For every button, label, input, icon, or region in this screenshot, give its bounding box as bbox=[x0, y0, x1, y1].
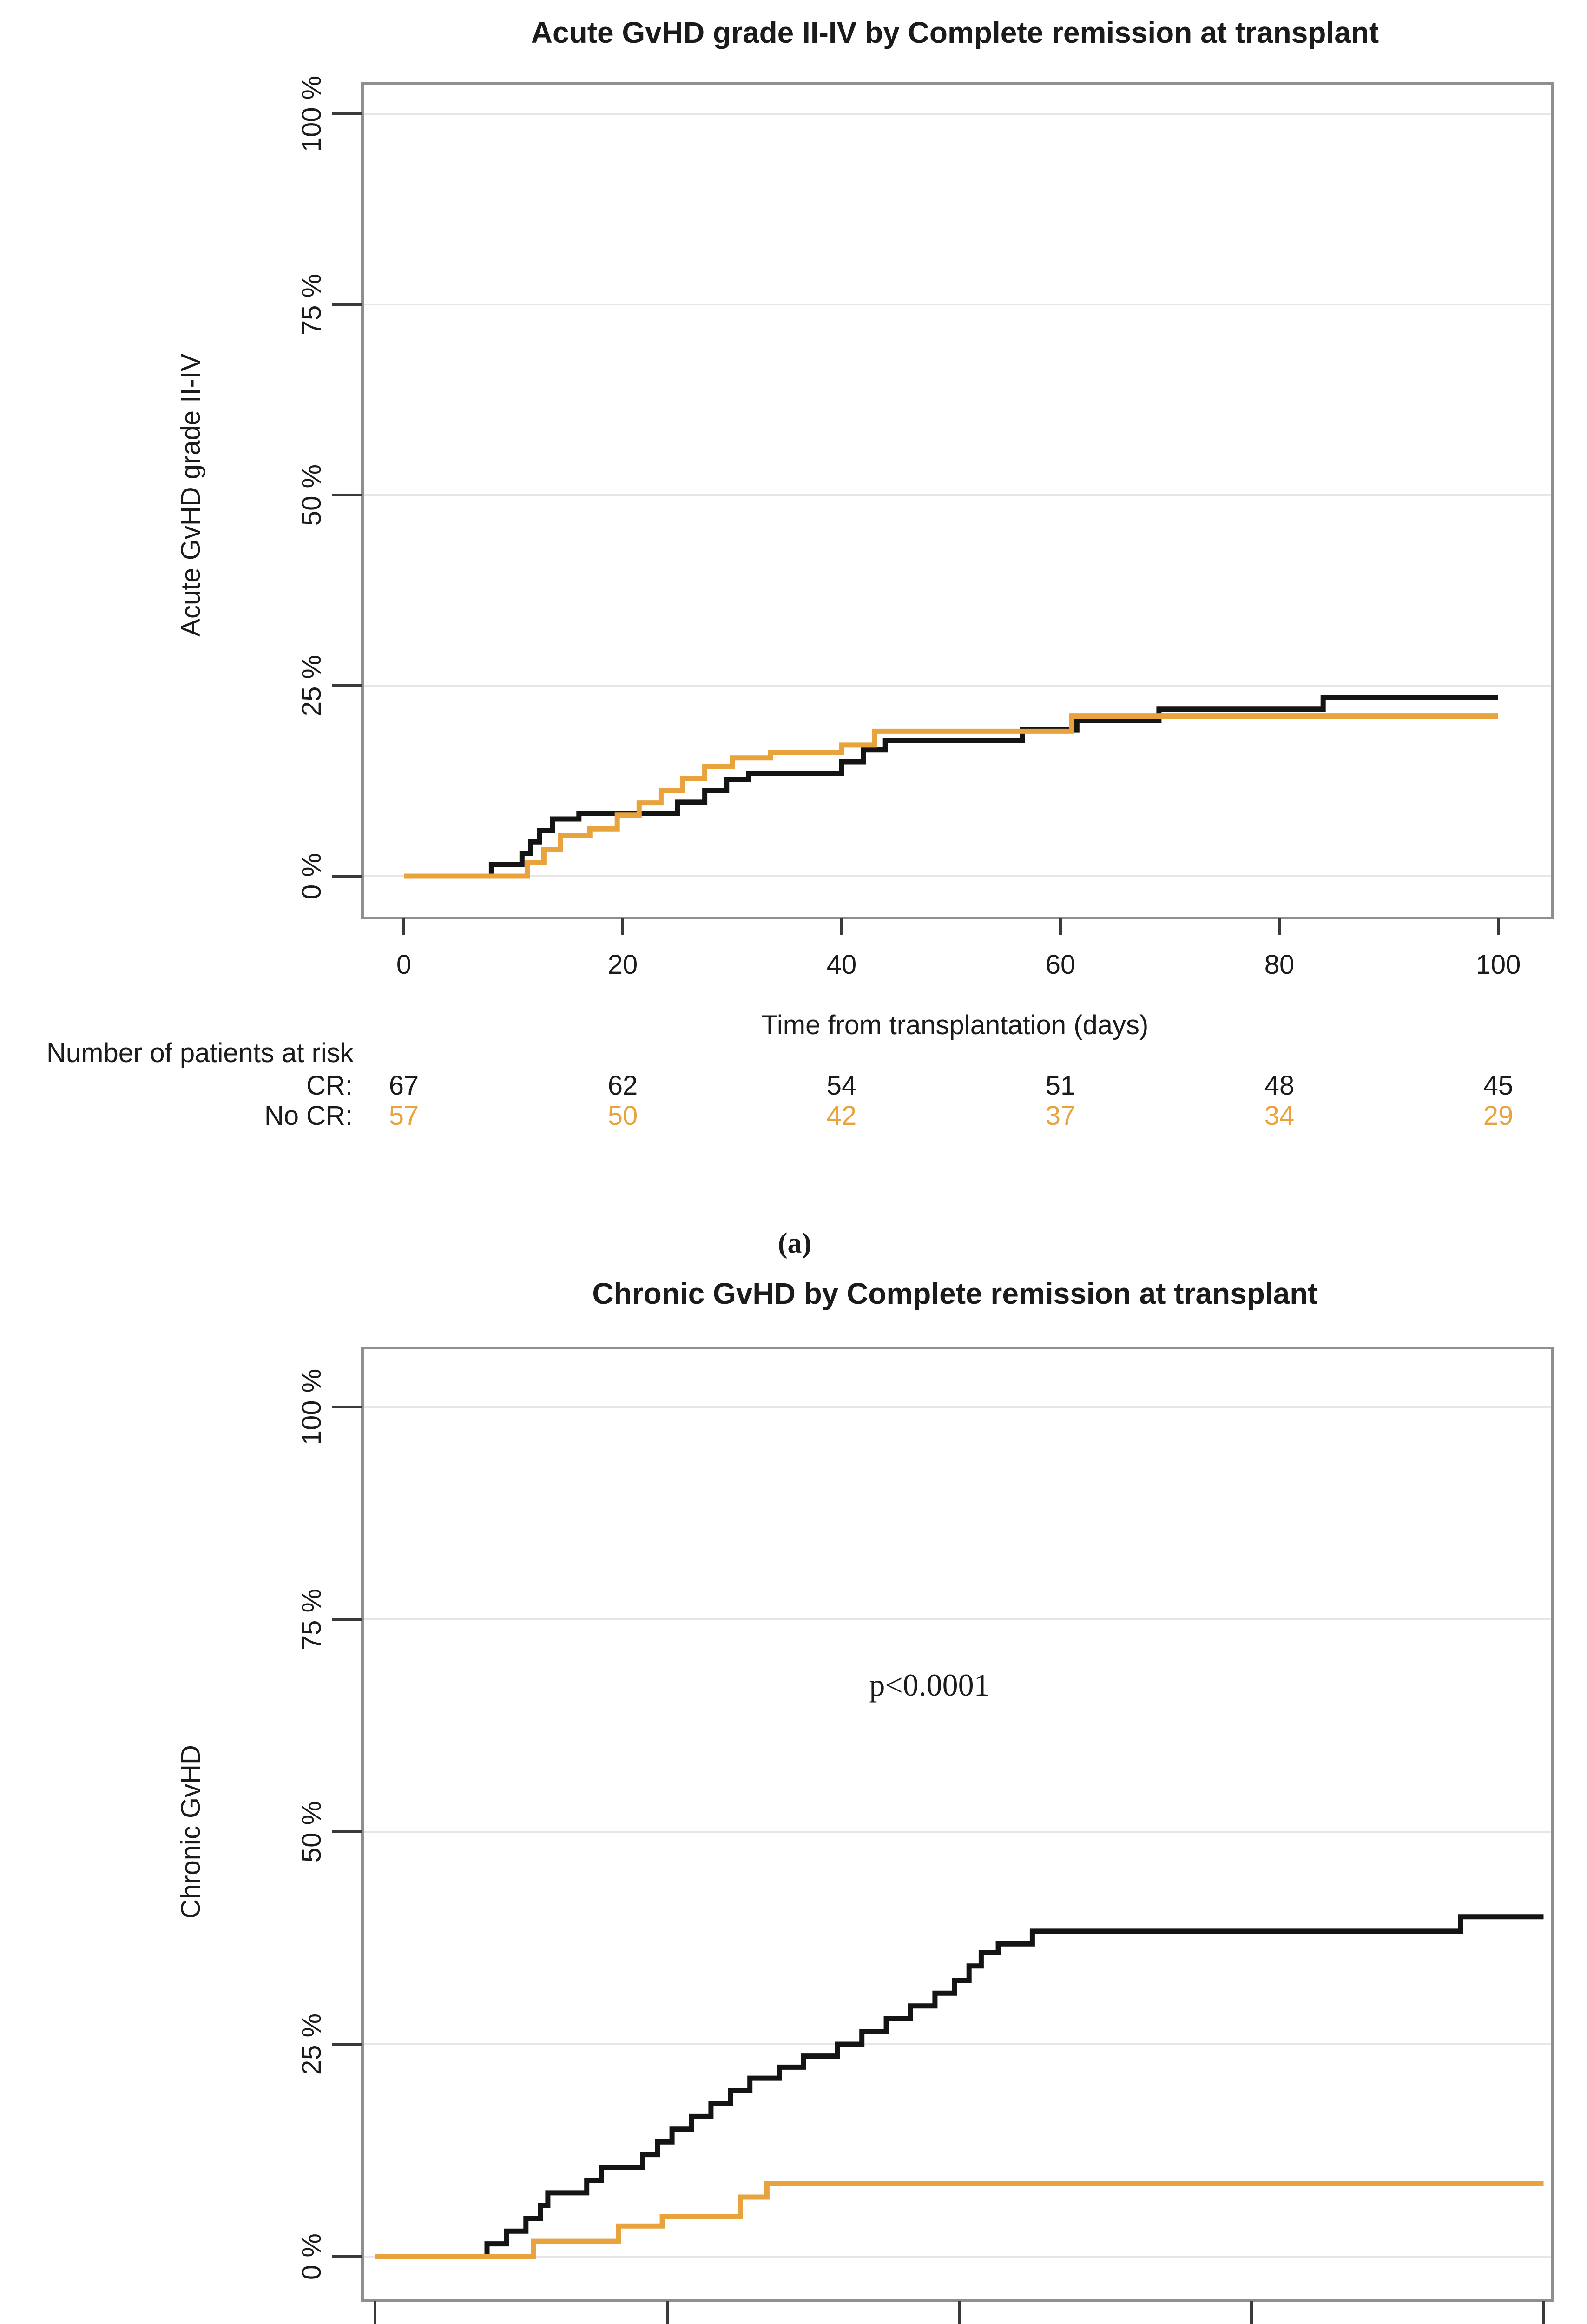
x-tick-label: 40 bbox=[827, 950, 857, 980]
y-tick-label: 25 % bbox=[296, 2014, 327, 2075]
y-tick-label: 75 % bbox=[296, 1589, 327, 1650]
risk-count: 34 bbox=[1264, 1101, 1295, 1131]
plot-frame bbox=[361, 82, 1554, 919]
y-axis-title: Acute GvHD grade II-IV bbox=[176, 353, 206, 637]
caption-a: (a) bbox=[778, 1228, 811, 1259]
y-axis-title: Chronic GvHD bbox=[176, 1745, 206, 1919]
risk-count: 50 bbox=[608, 1101, 638, 1131]
chart-acute-gvhd: Acute GvHD grade II-IV by Complete remis… bbox=[46, 16, 1554, 1259]
y-tick-label: 0 % bbox=[296, 2233, 327, 2280]
curve-cr bbox=[375, 1914, 1544, 2259]
risk-table-header: Number of patients at risk bbox=[46, 1038, 354, 1068]
x-axis-title: Time from transplantation (days) bbox=[762, 1010, 1149, 1040]
risk-count: 29 bbox=[1483, 1101, 1514, 1131]
risk-row-label-cr: CR: bbox=[306, 1070, 353, 1101]
risk-count: 48 bbox=[1264, 1070, 1295, 1101]
y-tick-label: 50 % bbox=[296, 464, 327, 526]
risk-count: 37 bbox=[1046, 1101, 1076, 1131]
x-tick-label: 20 bbox=[608, 950, 638, 980]
chart-b-title: Chronic GvHD by Complete remission at tr… bbox=[592, 1277, 1317, 1310]
risk-count: 62 bbox=[608, 1070, 638, 1101]
chart-a-title: Acute GvHD grade II-IV by Complete remis… bbox=[531, 16, 1379, 49]
y-tick-label: 0 % bbox=[296, 853, 327, 899]
risk-count: 54 bbox=[827, 1070, 857, 1101]
x-tick-label: 60 bbox=[1046, 950, 1076, 980]
risk-row-label-nocr: No CR: bbox=[264, 1101, 353, 1131]
curve-cr bbox=[404, 695, 1498, 879]
plot-frame bbox=[361, 1347, 1554, 2302]
y-tick-label: 75 % bbox=[296, 274, 327, 335]
risk-count: 51 bbox=[1046, 1070, 1076, 1101]
chart-chronic-gvhd: Chronic GvHD by Complete remission at tr… bbox=[176, 1277, 1554, 2324]
risk-count: 67 bbox=[389, 1070, 419, 1101]
risk-count: 45 bbox=[1483, 1070, 1514, 1101]
risk-count: 57 bbox=[389, 1101, 419, 1131]
y-tick-label: 50 % bbox=[296, 1801, 327, 1862]
risk-count: 42 bbox=[827, 1101, 857, 1131]
p-value-annotation: p<0.0001 bbox=[869, 1667, 989, 1703]
curves-chronic bbox=[375, 1914, 1544, 2259]
curve-no-cr bbox=[375, 2181, 1544, 2259]
y-tick-label: 100 % bbox=[296, 1369, 327, 1445]
x-tick-label: 80 bbox=[1264, 950, 1295, 980]
curve-no-cr bbox=[404, 713, 1498, 879]
x-tick-label: 0 bbox=[396, 950, 411, 980]
curves-acute bbox=[404, 695, 1498, 879]
y-tick-label: 25 % bbox=[296, 655, 327, 716]
x-tick-label: 100 bbox=[1476, 950, 1521, 980]
y-tick-label: 100 % bbox=[296, 76, 327, 152]
